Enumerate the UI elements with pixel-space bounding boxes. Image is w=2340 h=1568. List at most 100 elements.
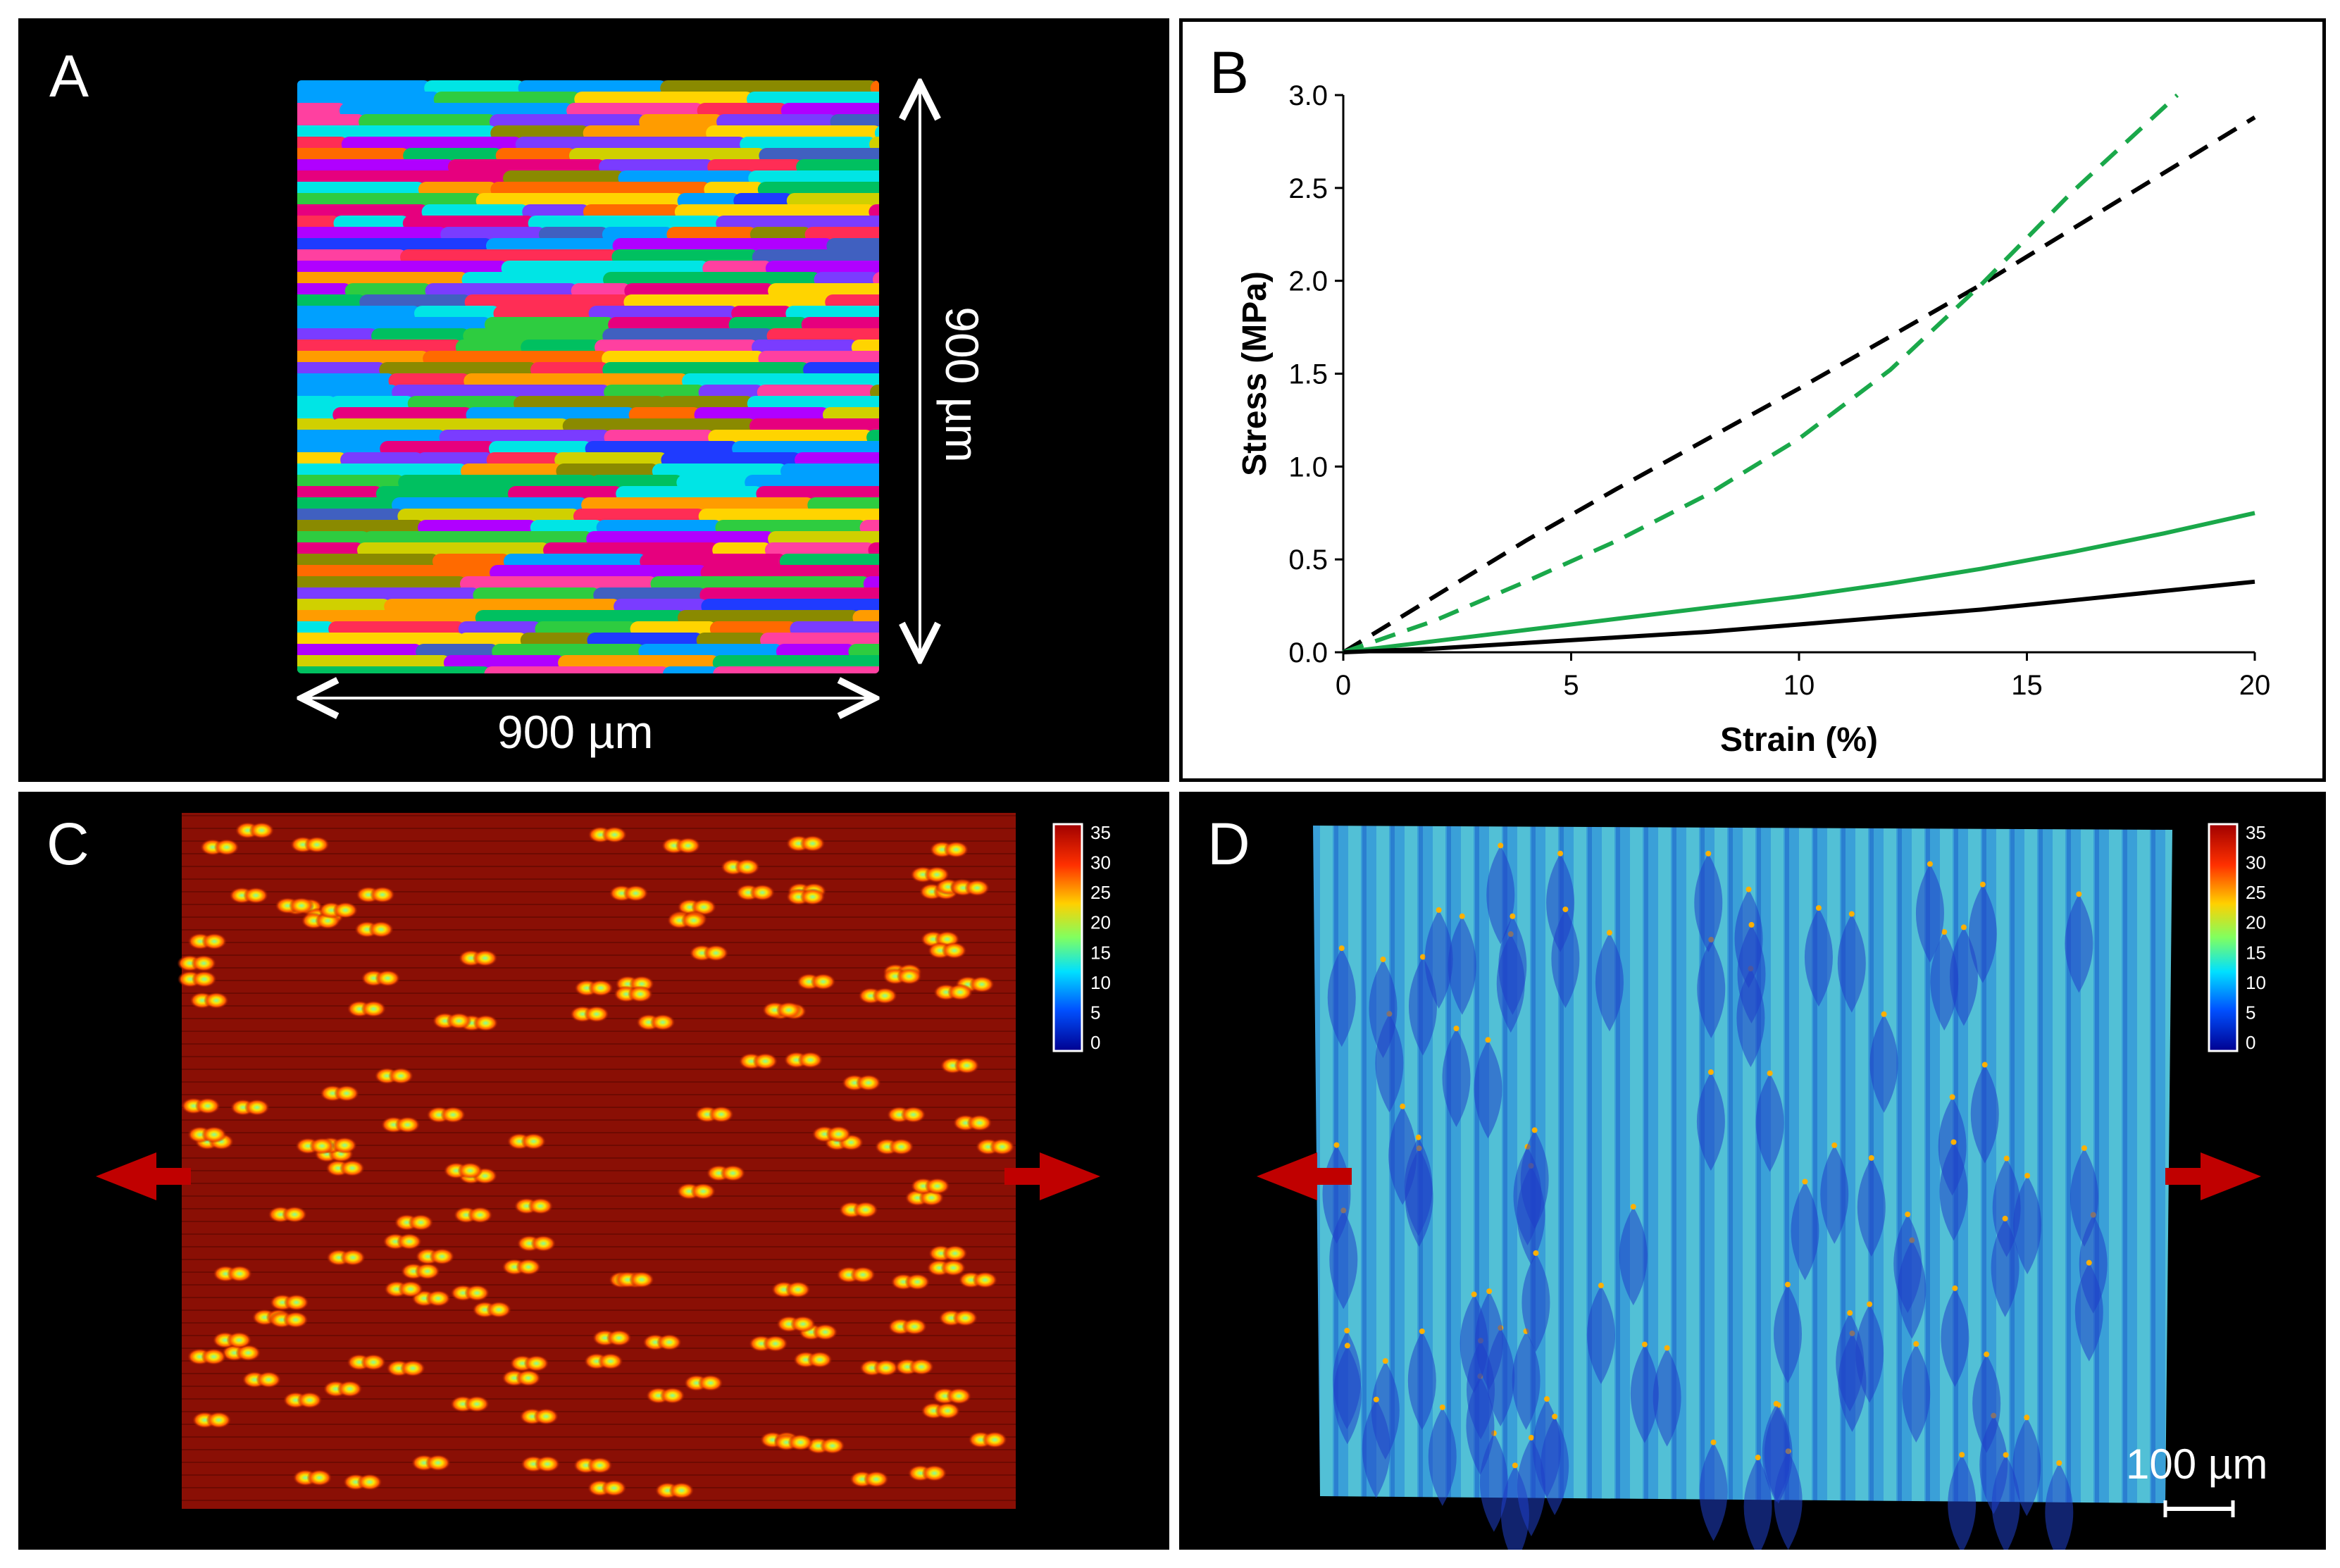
- junction-point: [1848, 911, 1855, 917]
- junction-point: [1847, 1309, 1853, 1316]
- hotspot: [720, 1164, 746, 1182]
- junction-point: [1905, 1211, 1911, 1217]
- hotspot: [659, 1387, 685, 1405]
- junction-point: [1380, 956, 1386, 962]
- grain: [297, 666, 492, 673]
- low-stress-region: [1836, 1312, 1865, 1412]
- hotspot: [397, 1233, 423, 1250]
- junction-point: [2056, 1460, 2062, 1466]
- junction-point: [1531, 1127, 1538, 1133]
- colorbar-tick-label: 35: [2246, 822, 2266, 843]
- hotspot: [332, 902, 359, 919]
- junction-point: [1630, 1204, 1636, 1210]
- left-arrow-icon: [96, 1152, 191, 1200]
- low-stress-region: [1972, 1354, 2001, 1453]
- panel-b: B 0.0 0.5 1.0 1.5 2.0 2.5 3.0 0 5 10 15 20 Strain (…: [1179, 18, 2326, 782]
- panel-letter-d: D: [1207, 811, 1250, 877]
- hotspot: [734, 858, 760, 876]
- right-arrow-icon: [1004, 1152, 1100, 1200]
- hotspot: [940, 1259, 966, 1276]
- colorbar-tick-label: 20: [1090, 912, 1111, 933]
- low-stress-region: [1743, 1457, 1772, 1550]
- hotspot: [332, 1136, 358, 1154]
- junction-point: [1512, 1462, 1518, 1469]
- hotspot: [752, 1052, 778, 1070]
- panel-a-figure: [18, 18, 1169, 782]
- hotspot: [924, 1177, 950, 1195]
- low-stress-region: [1428, 1407, 1457, 1506]
- hotspot: [227, 1265, 253, 1283]
- grain: [869, 204, 879, 220]
- left-arrow-icon: [1257, 1152, 1352, 1200]
- junction-point: [1927, 861, 1933, 867]
- low-stress-region: [1407, 1331, 1436, 1430]
- hotspot: [597, 1352, 623, 1370]
- low-stress-region: [1991, 1218, 2020, 1317]
- low-stress-region: [1501, 1465, 1529, 1550]
- x-tick-label: 0: [1336, 670, 1351, 701]
- low-stress-region: [1448, 916, 1476, 1015]
- hotspot: [810, 973, 836, 990]
- vertical-dimension-label: 900 µm: [936, 306, 988, 463]
- hotspot: [807, 1351, 833, 1369]
- hotspot: [788, 1433, 814, 1451]
- grain: [870, 80, 879, 96]
- junction-point: [1767, 1070, 1773, 1076]
- hotspot: [785, 1281, 811, 1298]
- junction-point: [1598, 1282, 1604, 1288]
- grain: [758, 351, 879, 366]
- hotspot: [896, 968, 922, 985]
- hotspot: [361, 1353, 387, 1371]
- junction-point: [1344, 1343, 1350, 1349]
- low-stress-region: [1915, 864, 1944, 963]
- hotspot: [388, 1067, 414, 1085]
- hotspot: [394, 1116, 421, 1133]
- low-stress-region: [1327, 948, 1356, 1047]
- low-stress-region: [1697, 939, 1726, 1038]
- junction-point: [2024, 1172, 2031, 1178]
- hotspot: [368, 921, 394, 938]
- hotspot: [629, 1271, 655, 1288]
- hotspot: [191, 954, 217, 972]
- low-stress-region: [1970, 1064, 1999, 1164]
- low-stress-region: [1762, 1403, 1791, 1502]
- low-stress-region: [1773, 1284, 1802, 1383]
- stress-strain-chart: 0.0 0.5 1.0 1.5 2.0 2.5 3.0 0 5 10 15 20 Strain (%)…: [1236, 80, 2270, 759]
- hotspot: [244, 1099, 270, 1116]
- hotspot: [516, 1369, 542, 1387]
- low-stress-region: [2070, 1147, 2098, 1247]
- low-stress-region: [1369, 959, 1398, 1058]
- low-stress-region: [1541, 1416, 1569, 1515]
- hotspot: [982, 1431, 1008, 1448]
- hotspot: [370, 886, 396, 904]
- hotspot: [680, 911, 707, 929]
- hotspot: [535, 1455, 561, 1473]
- y-tick-label: 2.0: [1288, 266, 1328, 297]
- hotspot: [429, 1247, 455, 1265]
- junction-point: [1419, 1328, 1425, 1334]
- hotspot: [521, 1133, 547, 1150]
- hotspot: [213, 838, 239, 856]
- junction-point: [1705, 850, 1712, 857]
- junction-point: [1552, 1413, 1558, 1419]
- hotspot: [972, 1271, 998, 1289]
- hotspot: [440, 1106, 466, 1124]
- panel-c-figure: 35 30 25 20 15 10 5 0: [96, 813, 1111, 1509]
- junction-point: [1815, 905, 1822, 911]
- panel-a: A 900 µm 900 µm: [18, 18, 1169, 782]
- hotspot: [201, 933, 228, 950]
- hotspot: [921, 1464, 947, 1482]
- grain: [872, 272, 879, 287]
- hotspot: [628, 985, 654, 1003]
- low-stress-region: [1586, 1285, 1615, 1384]
- hotspot: [289, 897, 315, 914]
- hotspot: [486, 1301, 512, 1319]
- hotspot: [516, 1258, 542, 1276]
- hotspot: [703, 944, 729, 962]
- hotspot: [340, 1159, 366, 1177]
- junction-point: [1952, 1285, 1958, 1291]
- x-tick-label: 5: [1563, 670, 1579, 701]
- hotspot: [446, 1012, 472, 1030]
- low-stress-region: [1837, 914, 1866, 1013]
- hotspot: [282, 1311, 309, 1329]
